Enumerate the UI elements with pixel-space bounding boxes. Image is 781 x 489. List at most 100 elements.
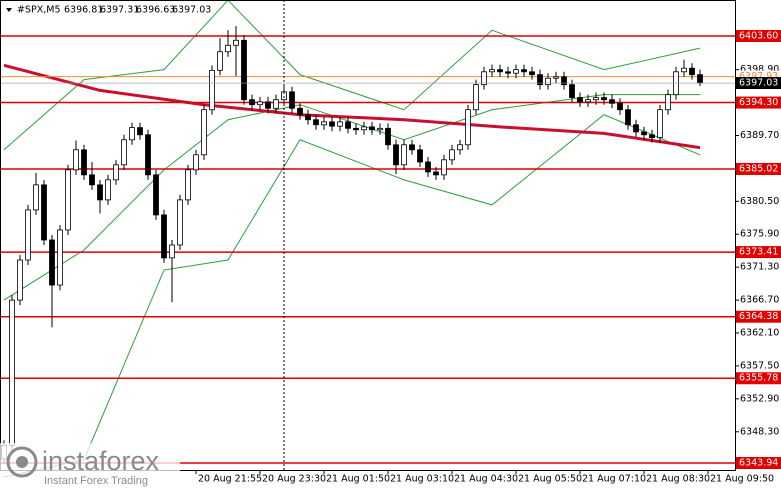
candle-body — [33, 184, 39, 211]
candle-body — [505, 71, 511, 74]
candle-body — [97, 184, 103, 201]
candle-body — [617, 102, 623, 111]
watermark: instaforex Instant Forex Trading — [0, 443, 180, 489]
y-tick-label: 6366.70 — [740, 295, 779, 306]
candle-body — [105, 179, 111, 201]
y-tick-label: 6362.10 — [740, 328, 779, 339]
candle-body — [665, 94, 671, 111]
level-label-bg — [736, 96, 781, 109]
candle-body — [641, 131, 647, 136]
candle-body — [161, 214, 167, 259]
candle-body — [337, 121, 343, 127]
candle-body — [81, 149, 87, 176]
candle-body — [681, 67, 687, 73]
candle-body — [697, 74, 703, 84]
candle-body — [513, 69, 519, 74]
header-value: 6396.81 — [64, 5, 103, 16]
x-tick-label: 21 Aug 08:30 — [646, 474, 710, 485]
candle-body — [465, 109, 471, 146]
moving-average — [3, 63, 701, 150]
level-label-bg — [736, 29, 781, 42]
candle-body — [73, 149, 79, 171]
candle-body — [457, 144, 463, 151]
header-value: 6397.03 — [172, 5, 211, 16]
y-tick-label: 6352.90 — [740, 393, 779, 404]
price-label: 6397.03 — [739, 78, 778, 89]
candle-body — [129, 127, 135, 141]
candle-body — [233, 39, 239, 46]
candle-body — [537, 74, 543, 86]
candle-body — [489, 69, 495, 73]
candle-body — [601, 97, 607, 101]
candle-body — [529, 71, 535, 76]
candle-body — [433, 171, 439, 176]
candle-body — [521, 69, 527, 73]
x-tick-label: 20 Aug 23:30 — [262, 474, 326, 485]
candle-body — [545, 77, 551, 86]
candle-body — [89, 174, 95, 186]
candle-body — [177, 199, 183, 246]
candle-body — [57, 229, 63, 286]
candle-body — [473, 84, 479, 111]
candle-body — [49, 239, 55, 286]
candle-body — [649, 134, 655, 139]
candle-body — [633, 124, 639, 133]
candle-body — [377, 127, 383, 131]
candle-body — [425, 161, 431, 173]
candle-body — [401, 144, 407, 166]
candle-body — [553, 76, 559, 79]
x-tick-label: 21 Aug 05:50 — [518, 474, 582, 485]
x-tick-label: 21 Aug 03:10 — [390, 474, 454, 485]
candle-body — [689, 67, 695, 76]
candle-body — [593, 97, 599, 101]
x-tick-label: 21 Aug 09:50 — [710, 474, 774, 485]
candle-body — [217, 51, 223, 71]
x-tick-label: 21 Aug 04:30 — [454, 474, 518, 485]
level-label-bg — [736, 246, 781, 259]
plot-frame — [0, 0, 736, 471]
header-value: 6396.63 — [136, 5, 175, 16]
candle-body — [41, 184, 47, 241]
menu-arrow — [6, 8, 12, 12]
candle-body — [481, 71, 487, 86]
x-tick-label: 21 Aug 01:50 — [326, 474, 390, 485]
level-label: 6385.02 — [739, 163, 778, 174]
candle-body — [385, 127, 391, 146]
y-tick-label: 6380.50 — [740, 196, 779, 207]
candle-body — [369, 126, 375, 131]
candle-body — [201, 109, 207, 156]
level-label: 6394.30 — [739, 97, 778, 108]
candle-body — [625, 109, 631, 126]
candle-body — [273, 99, 279, 109]
candle-body — [609, 99, 615, 104]
watermark-logo-core — [16, 456, 28, 468]
x-tick-label: 20 Aug 21:55 — [198, 474, 262, 485]
candle-body — [9, 299, 15, 446]
candle-body — [225, 44, 231, 53]
candle-body — [345, 121, 351, 129]
candle-body — [329, 121, 335, 127]
level-label: 6373.41 — [739, 247, 778, 258]
y-tick-label: 6398.90 — [740, 64, 779, 75]
candle-body — [561, 76, 567, 86]
candle-body — [353, 127, 359, 131]
level-label: 6355.78 — [739, 373, 778, 384]
candle-body — [153, 174, 159, 216]
candle-body — [321, 121, 327, 126]
candle-body — [497, 69, 503, 73]
candle-body — [577, 97, 583, 103]
candle-body — [361, 126, 367, 131]
ask-label: 6397.93 — [739, 71, 778, 82]
watermark-brand: instaforex — [42, 446, 160, 476]
candle-body — [297, 107, 303, 116]
candle-body — [17, 259, 23, 301]
candle-body — [249, 99, 255, 106]
level-label: 6343.94 — [739, 457, 778, 468]
candle-body — [25, 209, 31, 261]
candle-body — [137, 127, 143, 136]
candle-body — [265, 101, 271, 109]
candle-body — [409, 144, 415, 151]
